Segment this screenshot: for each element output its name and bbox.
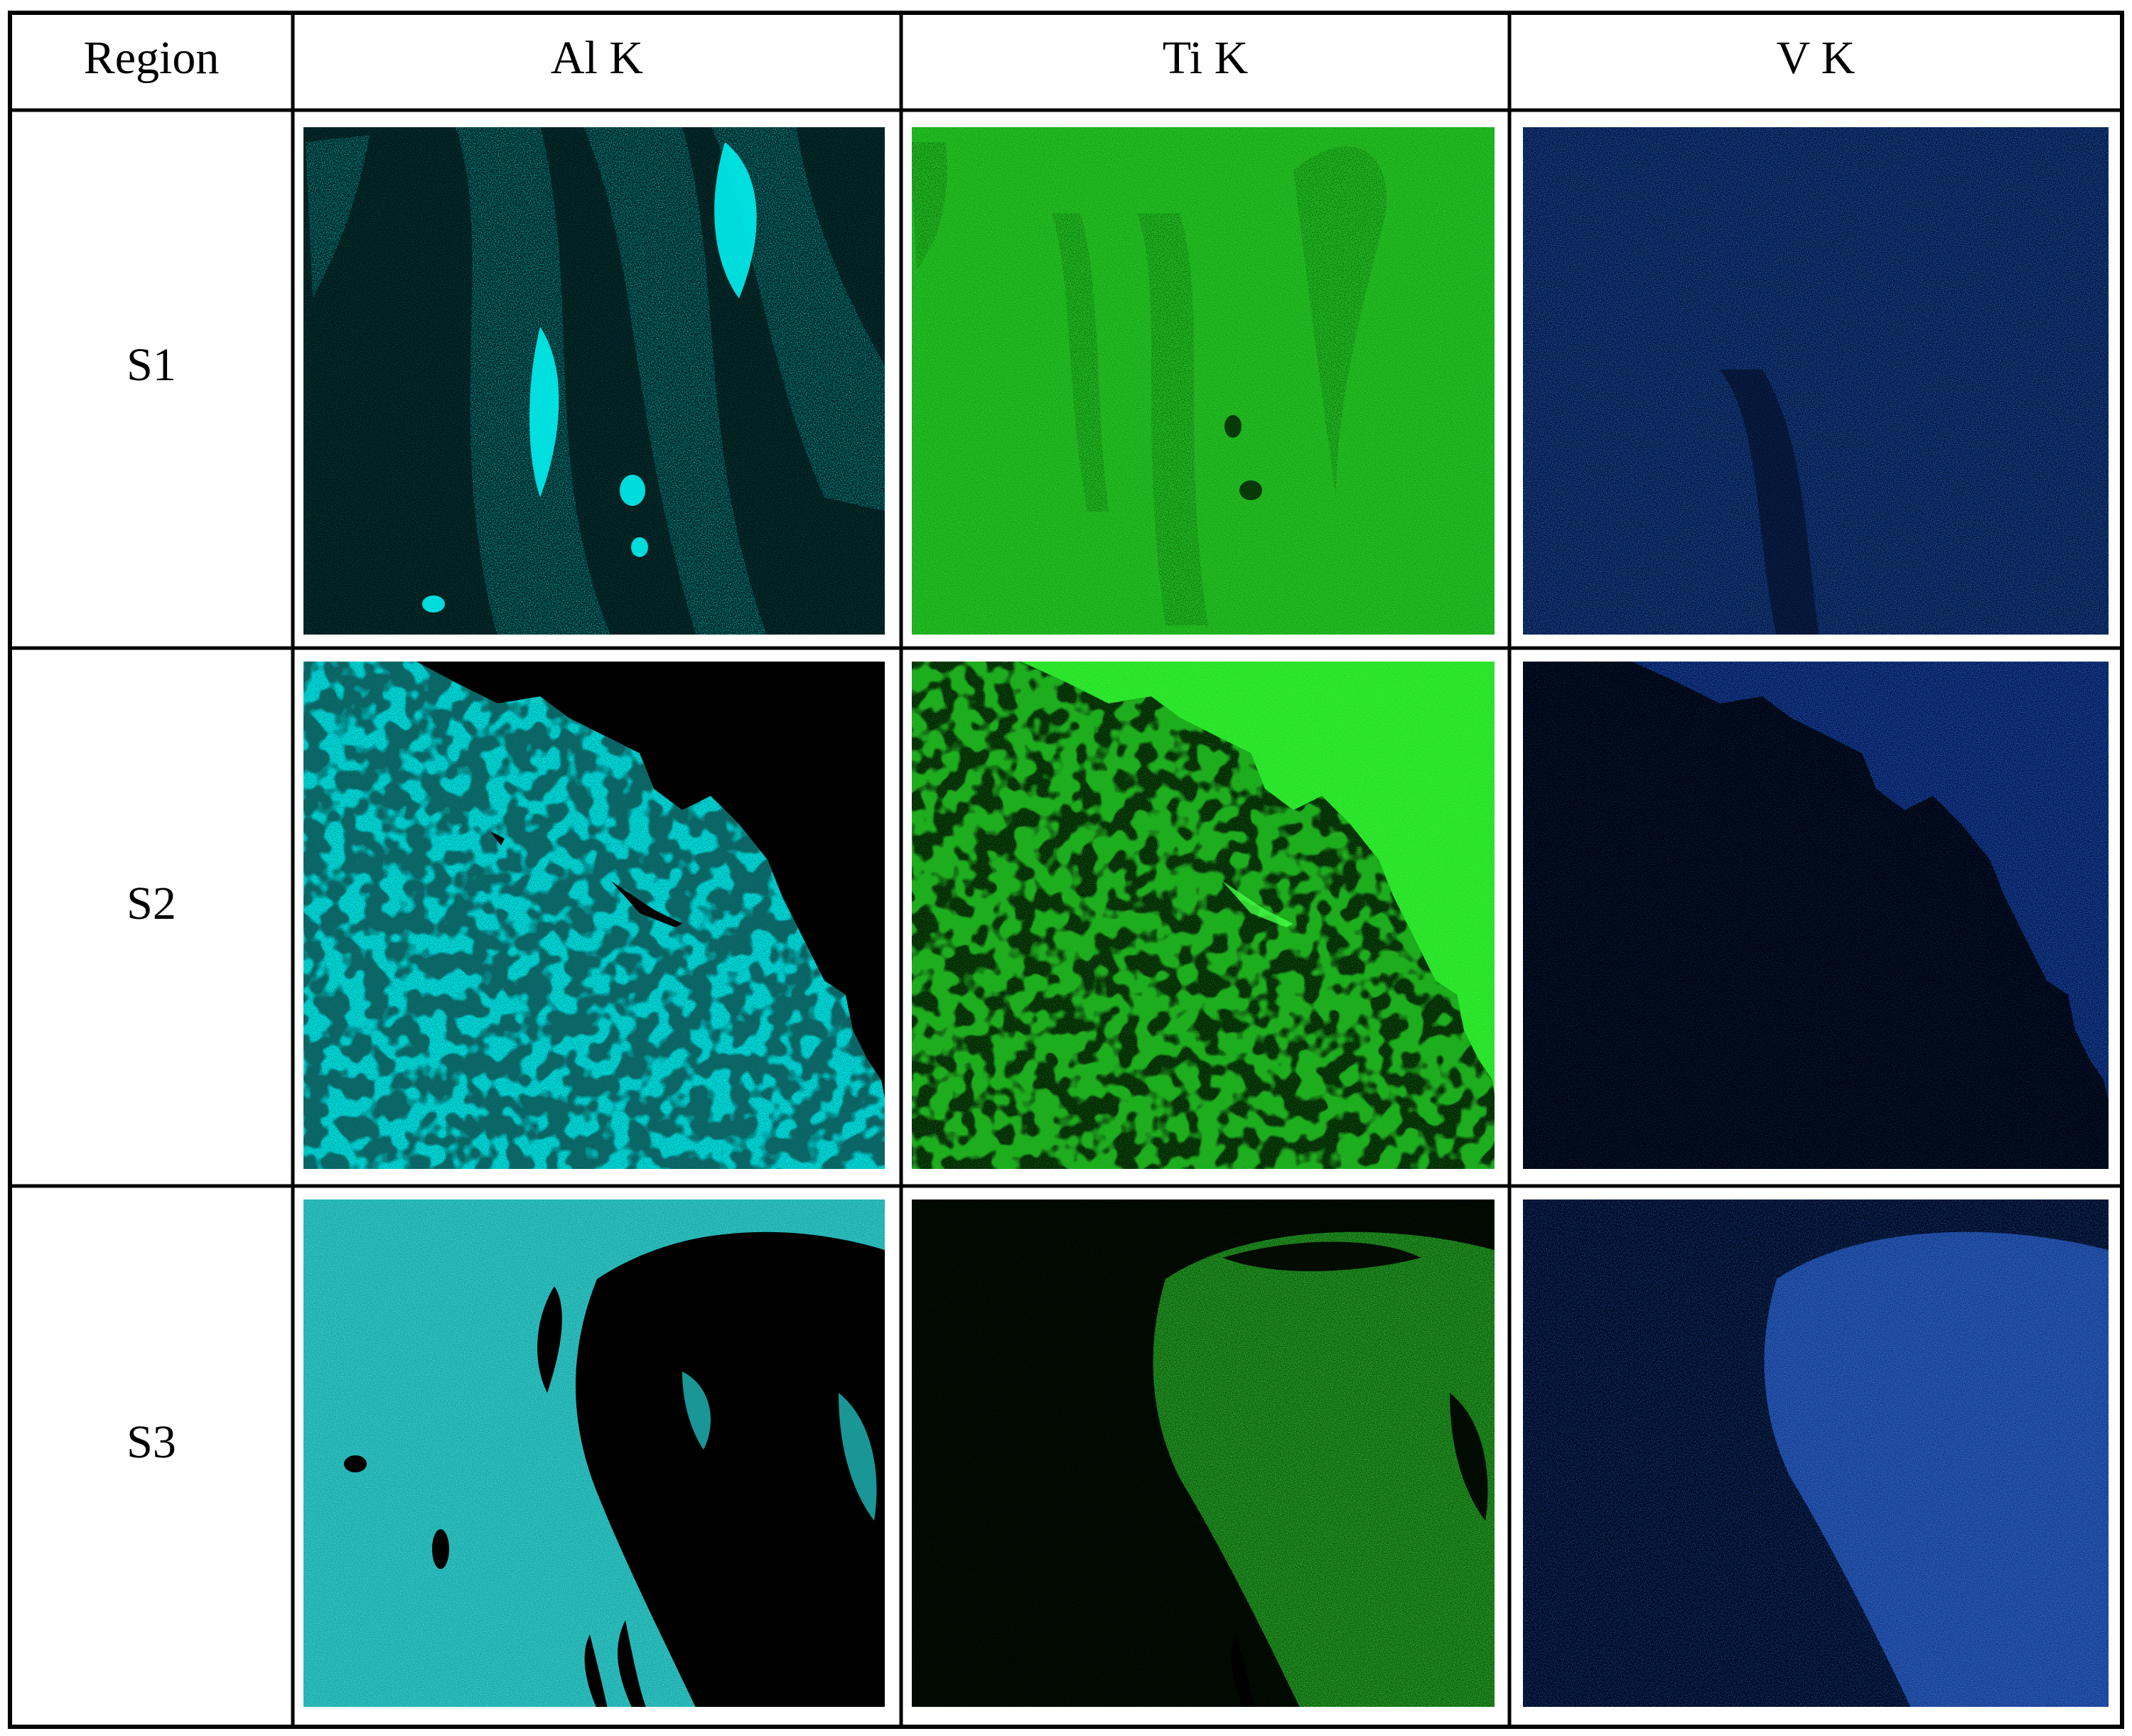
v-k-header: V K <box>1777 32 1856 84</box>
row-labels: S1 S2 S3 <box>126 339 176 1468</box>
map-s1-v-k <box>1521 125 2111 637</box>
header-row: Region Al K Ti K V K <box>84 32 1856 84</box>
map-s3-ti-k <box>910 1197 1497 1709</box>
map-s2-ti-k <box>910 659 1497 1171</box>
map-s3-al-k <box>301 1197 887 1709</box>
map-s1-al-k <box>301 125 887 637</box>
map-s2-al-k <box>301 659 887 1171</box>
map-s1-ti-k <box>910 125 1497 637</box>
row-label-s3: S3 <box>126 1416 176 1468</box>
row-label-s1: S1 <box>126 339 176 391</box>
region-header: Region <box>84 32 220 84</box>
map-s3-v-k <box>1521 1197 2111 1709</box>
map-s2-v-k <box>1521 659 2111 1171</box>
row-label-s2: S2 <box>126 878 176 929</box>
ti-k-header: Ti K <box>1163 32 1249 84</box>
al-k-header: Al K <box>551 32 643 84</box>
